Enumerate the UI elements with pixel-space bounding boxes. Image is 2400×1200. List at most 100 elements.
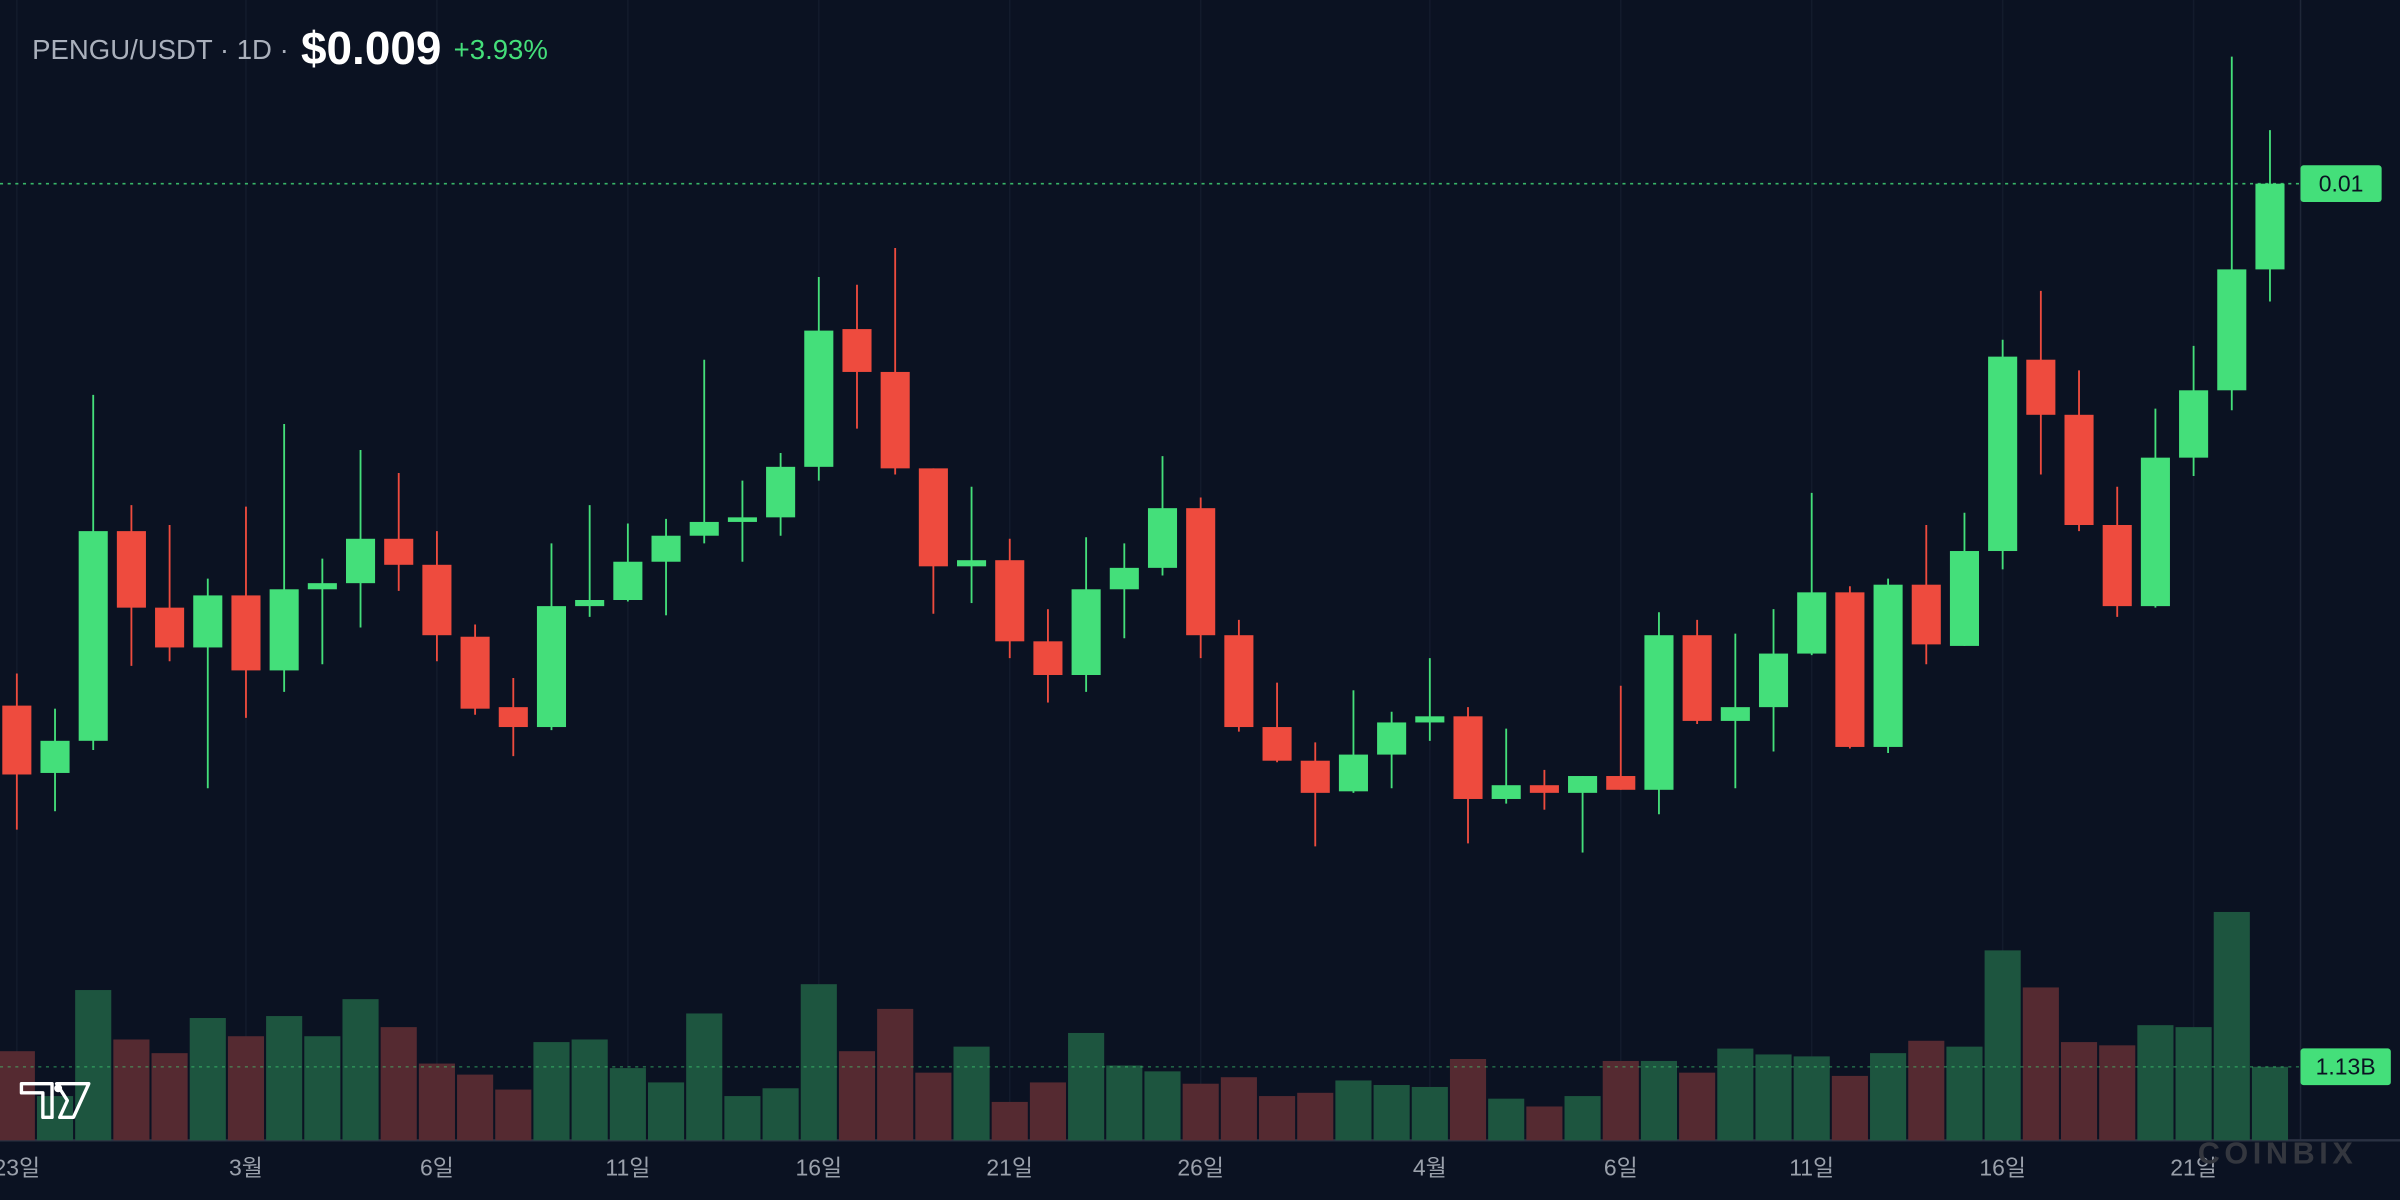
candle-body — [1606, 776, 1636, 790]
x-tick-label: 11일 — [605, 1154, 650, 1180]
volume-bar — [1373, 1085, 1410, 1141]
volume-bar — [762, 1088, 799, 1141]
candle-body — [689, 521, 719, 536]
volume-bar — [2022, 987, 2059, 1141]
volume-bar — [1411, 1086, 1448, 1141]
volume-bar — [227, 1036, 265, 1141]
volume-bar — [953, 1046, 990, 1141]
candle-body — [1147, 508, 1178, 568]
candle-body — [918, 468, 948, 567]
volume-bar — [838, 1051, 876, 1141]
candle-body — [1911, 584, 1941, 645]
volume-bar — [189, 1018, 226, 1141]
volume-bar — [1679, 1072, 1716, 1141]
volume-bar — [647, 1082, 685, 1141]
volume-bar — [571, 1039, 608, 1141]
volume-bar — [800, 984, 837, 1141]
volume-bar — [2137, 1025, 2174, 1141]
volume-bar — [991, 1101, 1028, 1141]
x-tick-label: 21일 — [986, 1154, 1033, 1180]
candle-body — [307, 583, 337, 590]
candle-body — [2102, 525, 2132, 607]
volume-bar — [1908, 1040, 1945, 1141]
volume-bar — [2175, 1027, 2212, 1141]
volume-bar — [1182, 1083, 1219, 1141]
candle-body — [1491, 785, 1521, 799]
candle-body — [2, 705, 32, 775]
overlay: 0.01 1.13B — [0, 165, 2391, 1086]
candle-body — [2064, 414, 2094, 525]
candle-body — [1338, 754, 1368, 792]
volume-bar — [1259, 1096, 1296, 1141]
candle-body — [1682, 635, 1712, 721]
candle-body — [1949, 551, 1980, 646]
candle-body — [1644, 635, 1674, 790]
volume-bar — [1220, 1077, 1257, 1141]
candle-body — [269, 589, 299, 671]
candle-body — [460, 636, 490, 709]
candle-body — [116, 531, 146, 608]
price-label: 0.01 — [2319, 170, 2364, 196]
candle-body — [613, 561, 643, 600]
tradingview-logo — [19, 1081, 91, 1120]
volume-bar — [1335, 1080, 1372, 1141]
candle-body — [1415, 716, 1445, 723]
candle-body — [804, 330, 834, 467]
volume-bar — [304, 1036, 341, 1141]
volume-bar — [1488, 1098, 1525, 1141]
candle-body — [651, 535, 681, 562]
volume-bar — [1029, 1082, 1066, 1141]
volume-bar — [418, 1063, 455, 1141]
volume-bar — [380, 1027, 417, 1141]
x-tick-label: 16일 — [1979, 1154, 2026, 1180]
candle-body — [880, 371, 910, 469]
volume-bar — [75, 990, 112, 1141]
volume-bar — [1946, 1046, 1983, 1141]
candle-body — [345, 538, 376, 584]
volume-bar — [686, 1013, 723, 1141]
volume-bar — [1755, 1054, 1792, 1141]
watermark: COINBIX — [2198, 1137, 2358, 1171]
candle-body — [766, 466, 796, 518]
price: $0.009 — [301, 22, 441, 74]
chart-title: PENGU/USDT · 1D · $0.009 +3.93% — [32, 22, 548, 74]
volume-bar — [609, 1068, 646, 1141]
volume-bar — [1526, 1106, 1563, 1141]
volume-bar — [457, 1074, 494, 1141]
volume-bar — [1297, 1092, 1334, 1141]
candle-body — [995, 560, 1025, 642]
volume-bar — [1602, 1060, 1639, 1141]
volume-bar — [1564, 1096, 1601, 1141]
candle-body — [2026, 359, 2056, 415]
volume-bar — [342, 999, 379, 1141]
volume-bar — [1793, 1056, 1830, 1141]
candle-body — [727, 517, 757, 522]
volume-bar — [533, 1042, 570, 1141]
volume-bar — [1068, 1032, 1105, 1141]
candle-body — [1262, 727, 1292, 761]
candle-body — [1109, 567, 1139, 590]
candles — [2, 56, 2285, 853]
candle-body — [1988, 356, 2018, 552]
volume-bar — [495, 1089, 532, 1141]
volume-bar — [151, 1053, 188, 1141]
candle-body — [1720, 707, 1750, 721]
x-tick-label: 6일 — [1604, 1154, 1638, 1180]
volume-label-box — [2300, 1048, 2391, 1086]
candle-body — [422, 564, 452, 636]
candle-body — [1071, 589, 1101, 675]
candle-body — [1835, 592, 1865, 747]
candle-body — [2179, 390, 2209, 458]
volume-bar — [1984, 950, 2021, 1141]
volume-bar — [1449, 1058, 1487, 1141]
volume-pane — [0, 911, 2289, 1141]
change: +3.93% — [454, 34, 548, 65]
candle-body — [575, 600, 605, 607]
candle-body — [40, 740, 70, 773]
candle-body — [1797, 592, 1827, 654]
volume-bar — [1870, 1053, 1907, 1141]
x-tick-label: 6일 — [420, 1154, 454, 1180]
volume-bar — [266, 1016, 303, 1141]
x-tick-label: 16일 — [795, 1154, 842, 1180]
